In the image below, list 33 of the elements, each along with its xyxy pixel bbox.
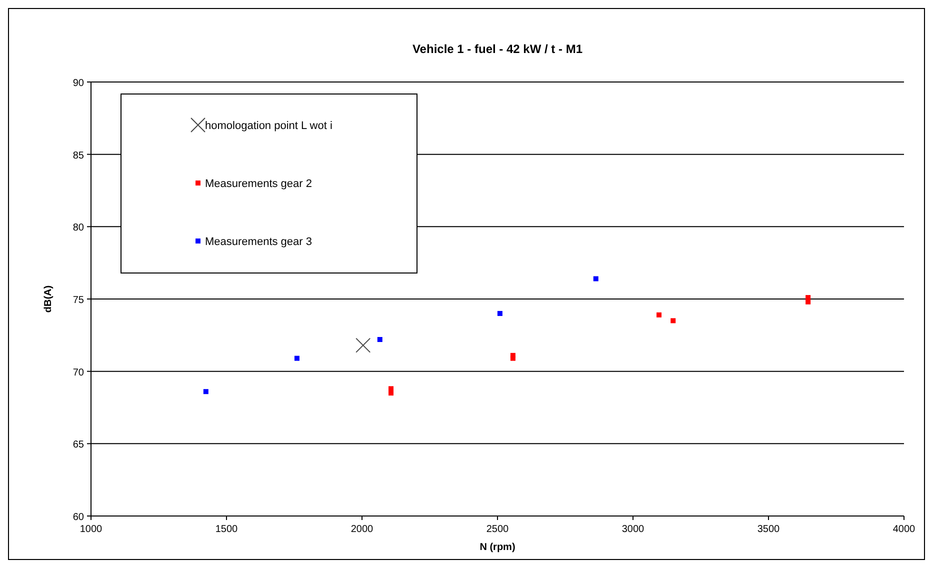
point: [203, 389, 208, 394]
y-tick-label: 85: [72, 150, 84, 162]
point: [656, 312, 662, 318]
y-tick-label: 70: [72, 367, 84, 378]
y-tick-label: 75: [72, 295, 84, 306]
x-tick-label: 3500: [757, 524, 780, 535]
y-tick-label: 65: [72, 440, 84, 451]
point: [388, 386, 394, 392]
point: [388, 390, 394, 396]
x-tick-label: 2500: [486, 524, 510, 535]
y-tick-label: 60: [72, 512, 84, 523]
x-tick-label: 3000: [622, 524, 645, 535]
x-tick-label: 4000: [892, 524, 916, 535]
chart-title: Vehicle 1 - fuel - 42 kW / t - M1: [412, 42, 583, 56]
point: [497, 310, 502, 316]
y-tick-label: 80: [72, 222, 84, 234]
point: [806, 299, 811, 304]
y-axis-title: dB(A): [43, 285, 54, 313]
x-tick-label: 2000: [350, 524, 374, 535]
x-axis-title: N (rpm): [480, 542, 516, 553]
point: [593, 276, 598, 282]
point: [294, 356, 300, 361]
y-tick-label: 90: [72, 78, 84, 89]
point: [356, 338, 371, 353]
point: [510, 356, 516, 361]
point: [806, 295, 811, 300]
x-tick-label: 1000: [80, 524, 103, 535]
legend-label: Measurements gear 3: [205, 236, 312, 248]
legend-label: Measurements gear 2: [205, 178, 312, 190]
point: [670, 318, 676, 324]
x-tick-label: 1500: [215, 524, 238, 535]
point: [377, 337, 382, 342]
legend-label: homologation point L wot i: [205, 120, 332, 132]
